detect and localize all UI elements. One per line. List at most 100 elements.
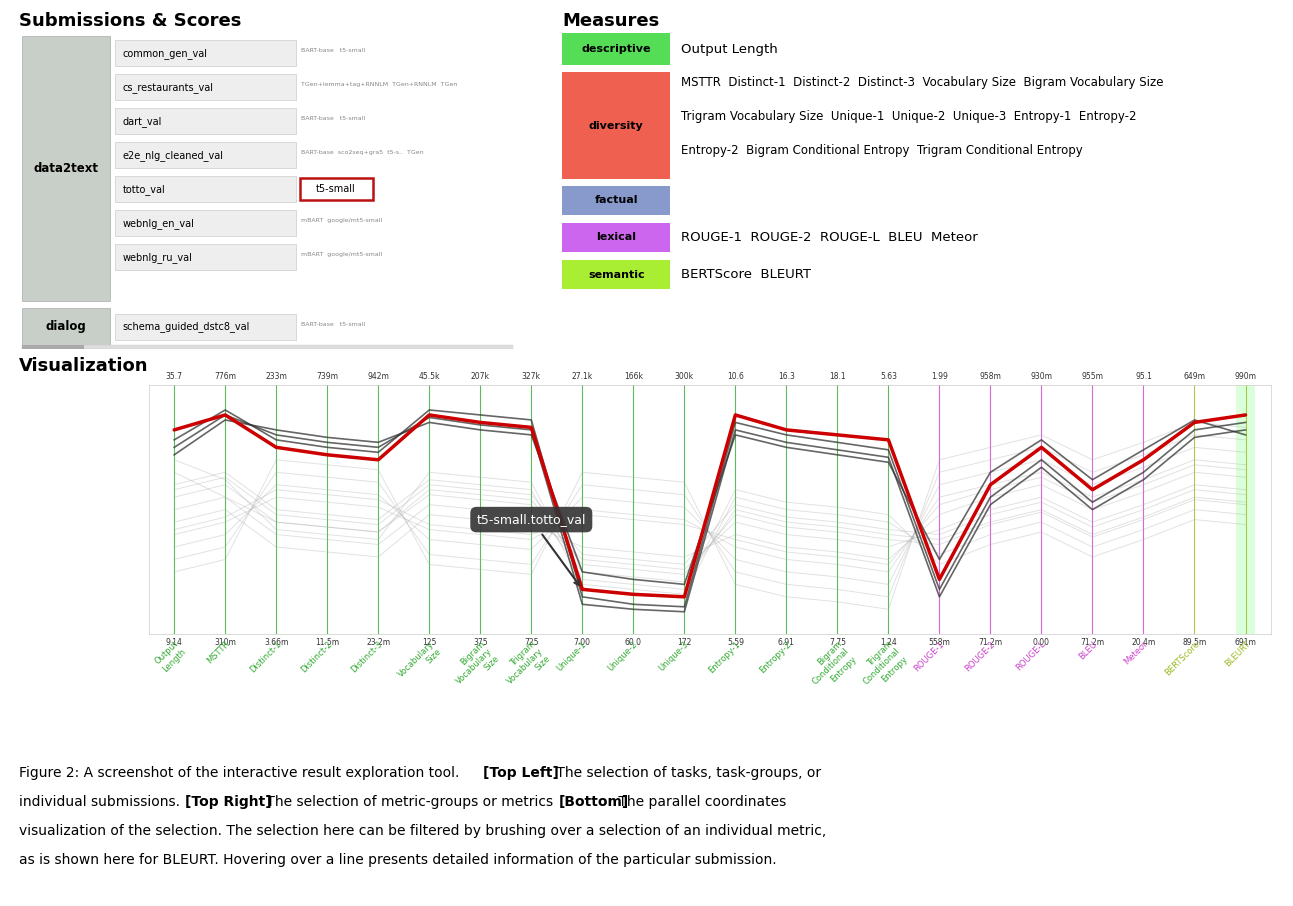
Text: t5-small: t5-small — [315, 184, 356, 194]
Text: BERTScore  BLEURT: BERTScore BLEURT — [681, 268, 811, 281]
Text: 3.66m: 3.66m — [264, 638, 288, 647]
Text: 9.14: 9.14 — [166, 638, 182, 647]
Text: Entropy-2: Entropy-2 — [758, 640, 793, 675]
Text: Unique-1: Unique-1 — [556, 640, 588, 673]
Text: 739m: 739m — [317, 372, 339, 381]
Text: ROUGE-1: ROUGE-1 — [912, 640, 945, 673]
Text: individual submissions.: individual submissions. — [19, 795, 185, 808]
Text: MSTTR  Distinct-1  Distinct-2  Distinct-3  Vocabulary Size  Bigram Vocabulary Si: MSTTR Distinct-1 Distinct-2 Distinct-3 V… — [681, 75, 1164, 89]
Text: BLEURT: BLEURT — [1223, 640, 1252, 669]
Text: 125: 125 — [422, 638, 437, 647]
Text: Submissions & Scores: Submissions & Scores — [19, 13, 242, 31]
Text: 95.1: 95.1 — [1135, 372, 1152, 381]
Text: 45.5k: 45.5k — [419, 372, 440, 381]
Text: ROUGE-1  ROUGE-2  ROUGE-L  BLEU  Meteor: ROUGE-1 ROUGE-2 ROUGE-L BLEU Meteor — [681, 231, 978, 244]
Text: 5.63: 5.63 — [881, 372, 897, 381]
FancyBboxPatch shape — [22, 308, 110, 345]
Text: The parallel coordinates: The parallel coordinates — [614, 795, 786, 808]
Text: The selection of tasks, task-groups, or: The selection of tasks, task-groups, or — [552, 766, 821, 779]
Text: 71.2m: 71.2m — [979, 638, 1002, 647]
Text: dialog: dialog — [45, 320, 87, 333]
Text: 0.00: 0.00 — [1033, 638, 1050, 647]
Text: diversity: diversity — [588, 120, 644, 130]
Text: 172: 172 — [678, 638, 692, 647]
Text: Figure 2: A screenshot of the interactive result exploration tool.: Figure 2: A screenshot of the interactiv… — [19, 766, 464, 779]
Text: BART-base   t5-small: BART-base t5-small — [301, 48, 366, 53]
FancyBboxPatch shape — [115, 177, 296, 202]
Text: 207k: 207k — [471, 372, 490, 381]
Text: e2e_nlg_cleaned_val: e2e_nlg_cleaned_val — [123, 149, 224, 160]
Text: mBART  google/mt5-small: mBART google/mt5-small — [301, 217, 383, 223]
Text: Unique-2: Unique-2 — [606, 640, 640, 673]
Text: ROUGE-2: ROUGE-2 — [963, 640, 997, 673]
Text: visualization of the selection. The selection here can be filtered by brushing o: visualization of the selection. The sele… — [19, 824, 826, 837]
Text: 27.1k: 27.1k — [572, 372, 593, 381]
FancyBboxPatch shape — [562, 33, 670, 65]
Text: descriptive: descriptive — [582, 44, 652, 54]
Text: Trigram
Vocabulary
Size: Trigram Vocabulary Size — [498, 640, 552, 693]
Text: Bigram
Vocabulary
Size: Bigram Vocabulary Size — [447, 640, 502, 693]
Text: Visualization: Visualization — [19, 357, 149, 375]
Text: 11.5m: 11.5m — [315, 638, 339, 647]
FancyBboxPatch shape — [115, 245, 296, 270]
Text: data2text: data2text — [34, 162, 98, 175]
Text: 1.24: 1.24 — [881, 638, 897, 647]
Text: 558m: 558m — [928, 638, 950, 647]
Text: Entropy-1: Entropy-1 — [706, 640, 742, 675]
Text: Meteor: Meteor — [1122, 640, 1149, 667]
FancyBboxPatch shape — [562, 186, 670, 215]
Text: 7.00: 7.00 — [574, 638, 591, 647]
FancyBboxPatch shape — [22, 36, 110, 302]
Text: Bigram
Conditional
Entropy: Bigram Conditional Entropy — [804, 640, 859, 694]
Text: dart_val: dart_val — [123, 116, 162, 127]
Text: 18.1: 18.1 — [829, 372, 846, 381]
Text: Trigram Vocabulary Size  Unique-1  Unique-2  Unique-3  Entropy-1  Entropy-2: Trigram Vocabulary Size Unique-1 Unique-… — [681, 110, 1137, 122]
Text: Vocabulary
Size: Vocabulary Size — [396, 640, 443, 686]
Text: 990m: 990m — [1235, 372, 1257, 381]
Text: 955m: 955m — [1081, 372, 1103, 381]
Text: [Top Right]: [Top Right] — [185, 795, 272, 808]
FancyBboxPatch shape — [115, 142, 296, 169]
Text: Distinct-2: Distinct-2 — [299, 640, 334, 674]
Text: 7.75: 7.75 — [829, 638, 846, 647]
Text: 310m: 310m — [215, 638, 237, 647]
Text: 942m: 942m — [367, 372, 389, 381]
Text: 23.2m: 23.2m — [366, 638, 390, 647]
Text: totto_val: totto_val — [123, 184, 166, 195]
Text: TGen+lemma+tag+RNNLM  TGen+RNNLM  TGen: TGen+lemma+tag+RNNLM TGen+RNNLM TGen — [301, 82, 458, 87]
Text: 300k: 300k — [675, 372, 694, 381]
Text: 6.91: 6.91 — [778, 638, 795, 647]
Text: Output
Length: Output Length — [154, 640, 187, 674]
FancyBboxPatch shape — [562, 223, 670, 252]
Text: Distinct-3: Distinct-3 — [349, 640, 384, 674]
Text: mBART  google/mt5-small: mBART google/mt5-small — [301, 252, 383, 257]
Text: 1.99: 1.99 — [931, 372, 948, 381]
Text: 16.3: 16.3 — [778, 372, 795, 381]
Text: 89.5m: 89.5m — [1182, 638, 1206, 647]
Text: 71.2m: 71.2m — [1081, 638, 1104, 647]
Text: BART-base   t5-small: BART-base t5-small — [301, 322, 366, 326]
Text: 233m: 233m — [265, 372, 287, 381]
FancyBboxPatch shape — [115, 74, 296, 101]
Text: Distinct-1: Distinct-1 — [248, 640, 283, 674]
Text: MSTTR: MSTTR — [206, 640, 231, 666]
Text: webnlg_ru_val: webnlg_ru_val — [123, 252, 193, 263]
Text: 958m: 958m — [980, 372, 1001, 381]
Text: BLEU: BLEU — [1077, 640, 1099, 661]
Text: cs_restaurants_val: cs_restaurants_val — [123, 82, 213, 92]
Text: factual: factual — [595, 195, 637, 205]
Bar — [1236, 385, 1254, 634]
Text: BERTScore: BERTScore — [1162, 640, 1201, 678]
Text: 60.0: 60.0 — [625, 638, 641, 647]
Text: webnlg_en_val: webnlg_en_val — [123, 217, 195, 228]
Text: Unique-3: Unique-3 — [657, 640, 690, 673]
Text: The selection of metric-groups or metrics: The selection of metric-groups or metric… — [261, 795, 557, 808]
Text: [Bottom]: [Bottom] — [559, 795, 630, 808]
Text: lexical: lexical — [596, 232, 636, 243]
Text: 35.7: 35.7 — [166, 372, 182, 381]
Text: common_gen_val: common_gen_val — [123, 48, 208, 59]
Text: 691m: 691m — [1235, 638, 1257, 647]
FancyBboxPatch shape — [300, 178, 372, 200]
Text: semantic: semantic — [588, 270, 645, 280]
Text: 166k: 166k — [623, 372, 643, 381]
